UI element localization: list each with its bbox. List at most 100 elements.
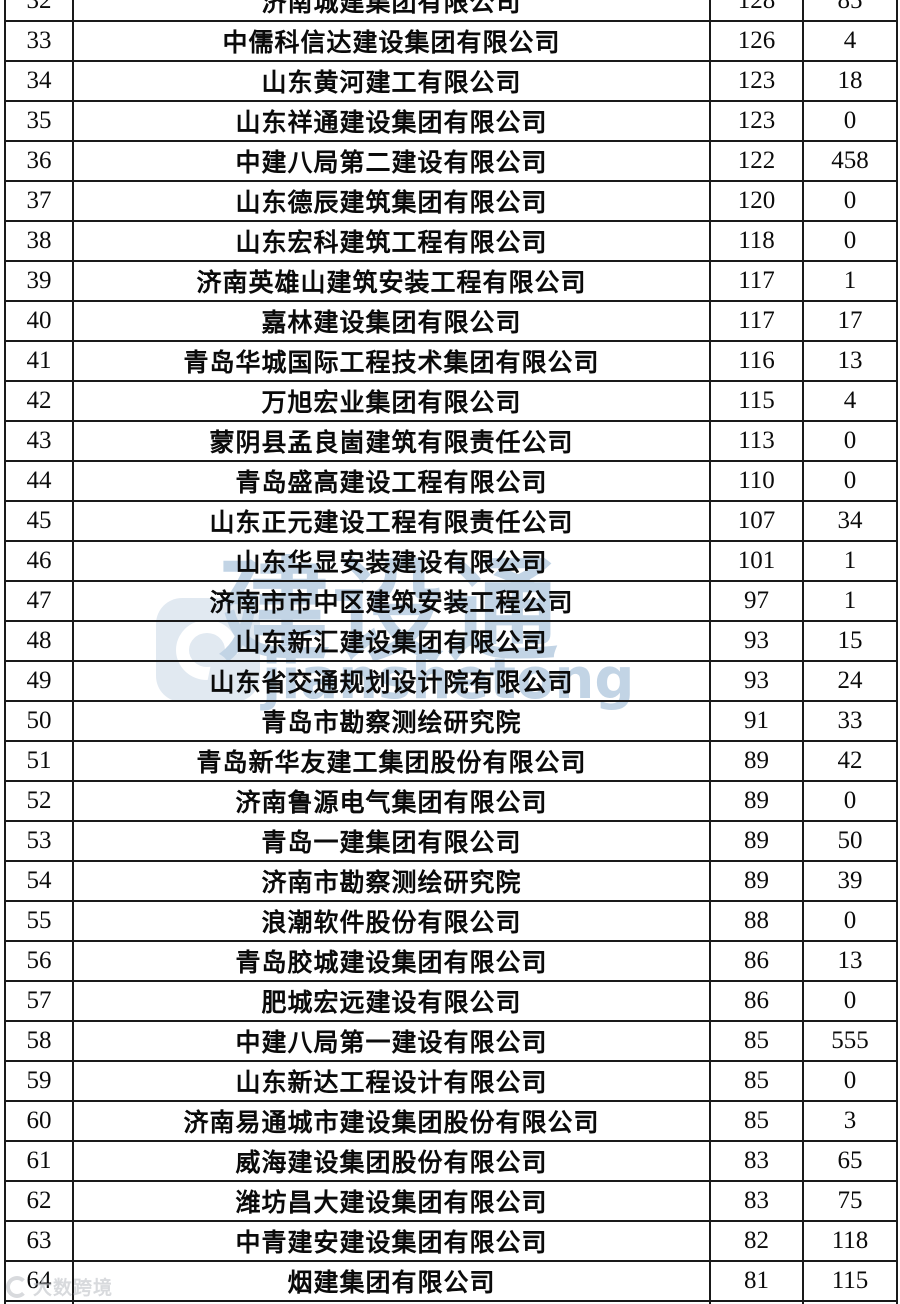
cell-company-name: 青岛新华友建工集团股份有限公司 [72, 740, 711, 782]
cell-value-2: 0 [802, 180, 898, 222]
cell-company-name: 济南市市中区建筑安装工程公司 [72, 580, 711, 622]
table-row: 59 山东新达工程设计有限公司 85 0 [4, 1060, 898, 1102]
table-row: 52 济南鲁源电气集团有限公司 89 0 [4, 780, 898, 822]
cell-value-2: 1 [802, 260, 898, 302]
cell-value-2: 50 [802, 820, 898, 862]
table-row: 50 青岛市勘察测绘研究院 91 33 [4, 700, 898, 742]
cell-company-name: 济南易通城市建设集团股份有限公司 [72, 1100, 711, 1142]
cell-rank: 39 [4, 260, 74, 302]
cell-value-1: 91 [709, 700, 804, 742]
cell-value-2: 0 [802, 900, 898, 942]
cell-value-2: 18 [802, 60, 898, 102]
table-row: 39 济南英雄山建筑安装工程有限公司 117 1 [4, 260, 898, 302]
cell-rank: 54 [4, 860, 74, 902]
table-row: 58 中建八局第一建设有限公司 85 555 [4, 1020, 898, 1062]
cell-value-1: 89 [709, 820, 804, 862]
cell-company-name: 山东德辰建筑集团有限公司 [72, 180, 711, 222]
table-row: 64 烟建集团有限公司 81 115 [4, 1260, 898, 1302]
table-row: 51 青岛新华友建工集团股份有限公司 89 42 [4, 740, 898, 782]
cell-value-1: 107 [709, 500, 804, 542]
table-row: 48 山东新汇建设集团有限公司 93 15 [4, 620, 898, 662]
cell-value-1: 93 [709, 660, 804, 702]
cell-value-2: 75 [802, 1180, 898, 1222]
cell-rank: 62 [4, 1180, 74, 1222]
cell-value-2: 42 [802, 740, 898, 782]
cell-company-name: 山东黄河建工有限公司 [72, 60, 711, 102]
cell-value-2: 0 [802, 220, 898, 262]
cell-rank: 49 [4, 660, 74, 702]
cell-rank: 42 [4, 380, 74, 422]
cell-company-name: 威海建设集团股份有限公司 [72, 1140, 711, 1182]
cell-company-name: 潍坊昌大建设集团有限公司 [72, 1180, 711, 1222]
cell-value-1: 110 [709, 460, 804, 502]
cell-company-name: 蒙阴县孟良崮建筑有限责任公司 [72, 420, 711, 462]
cell-value-1: 93 [709, 620, 804, 662]
cell-value-1: 85 [709, 1100, 804, 1142]
cell-value-2: 0 [802, 100, 898, 142]
table-row: 43 蒙阴县孟良崮建筑有限责任公司 113 0 [4, 420, 898, 462]
table-row: 32 济南城建集团有限公司 128 85 [4, 0, 898, 22]
cell-value-1: 88 [709, 900, 804, 942]
table-row: 62 潍坊昌大建设集团有限公司 83 75 [4, 1180, 898, 1222]
cell-company-name: 山东正元建设工程有限责任公司 [72, 500, 711, 542]
cell-company-name: 青岛市勘察测绘研究院 [72, 700, 711, 742]
cell-company-name: 济南市勘察测绘研究院 [72, 860, 711, 902]
cell-value-1: 122 [709, 140, 804, 182]
cell-rank: 45 [4, 500, 74, 542]
cell-company-name: 山东省交通规划设计院有限公司 [72, 660, 711, 702]
cell-value-1: 118 [709, 220, 804, 262]
cell-value-2: 1 [802, 540, 898, 582]
cell-value-1: 86 [709, 980, 804, 1022]
cell-value-2: 555 [802, 1020, 898, 1062]
cell-value-1: 83 [709, 1180, 804, 1222]
cell-value-2: 13 [802, 340, 898, 382]
cell-rank: 43 [4, 420, 74, 462]
cell-rank: 53 [4, 820, 74, 862]
cell-value-2: 24 [802, 660, 898, 702]
cell-company-name: 青岛盛高建设工程有限公司 [72, 460, 711, 502]
cell-value-2: 7 [802, 1300, 898, 1304]
table-row: 36 中建八局第二建设有限公司 122 458 [4, 140, 898, 182]
cell-company-name: 浪潮软件股份有限公司 [72, 900, 711, 942]
table-row: 53 青岛一建集团有限公司 89 50 [4, 820, 898, 862]
cell-rank: 64 [4, 1260, 74, 1302]
cell-value-1: 97 [709, 580, 804, 622]
cell-value-2: 458 [802, 140, 898, 182]
cell-value-2: 0 [802, 460, 898, 502]
cell-rank: 61 [4, 1140, 74, 1182]
cell-value-1: 117 [709, 260, 804, 302]
cell-rank: 36 [4, 140, 74, 182]
cell-company-name: 中青建安建设集团有限公司 [72, 1220, 711, 1262]
cell-value-2: 65 [802, 1140, 898, 1182]
cell-company-name: 山东新达工程设计有限公司 [72, 1060, 711, 1102]
cell-value-1: 123 [709, 100, 804, 142]
cell-rank: 56 [4, 940, 74, 982]
cell-value-1: 126 [709, 20, 804, 62]
cell-company-name: 青岛华城国际工程技术集团有限公司 [72, 340, 711, 382]
cell-rank: 51 [4, 740, 74, 782]
cell-rank: 38 [4, 220, 74, 262]
table-row: 56 青岛胶城建设集团有限公司 86 13 [4, 940, 898, 982]
table-row: 40 嘉林建设集团有限公司 117 17 [4, 300, 898, 342]
cell-company-name: 青岛一建集团有限公司 [72, 820, 711, 862]
table-row: 63 中青建安建设集团有限公司 82 118 [4, 1220, 898, 1262]
table-row: 46 山东华显安装建设有限公司 101 1 [4, 540, 898, 582]
table-row: 47 济南市市中区建筑安装工程公司 97 1 [4, 580, 898, 622]
cell-value-1: 128 [709, 0, 804, 22]
cell-rank: 59 [4, 1060, 74, 1102]
table-row: 60 济南易通城市建设集团股份有限公司 85 3 [4, 1100, 898, 1142]
cell-value-1: 82 [709, 1220, 804, 1262]
cell-value-2: 118 [802, 1220, 898, 1262]
cell-company-name: 山东新汇建设集团有限公司 [72, 620, 711, 662]
cell-company-name: 烟建集团有限公司 [72, 1260, 711, 1302]
table-row: 41 青岛华城国际工程技术集团有限公司 116 13 [4, 340, 898, 382]
cell-company-name: 中建八局第一建设有限公司 [72, 1020, 711, 1062]
table-row: 57 肥城宏远建设有限公司 86 0 [4, 980, 898, 1022]
cell-value-1: 120 [709, 180, 804, 222]
cell-rank: 47 [4, 580, 74, 622]
cell-rank: 50 [4, 700, 74, 742]
cell-rank: 55 [4, 900, 74, 942]
table-row: 44 青岛盛高建设工程有限公司 110 0 [4, 460, 898, 502]
cell-company-name: 万旭宏业集团有限公司 [72, 380, 711, 422]
cell-value-1: 83 [709, 1140, 804, 1182]
